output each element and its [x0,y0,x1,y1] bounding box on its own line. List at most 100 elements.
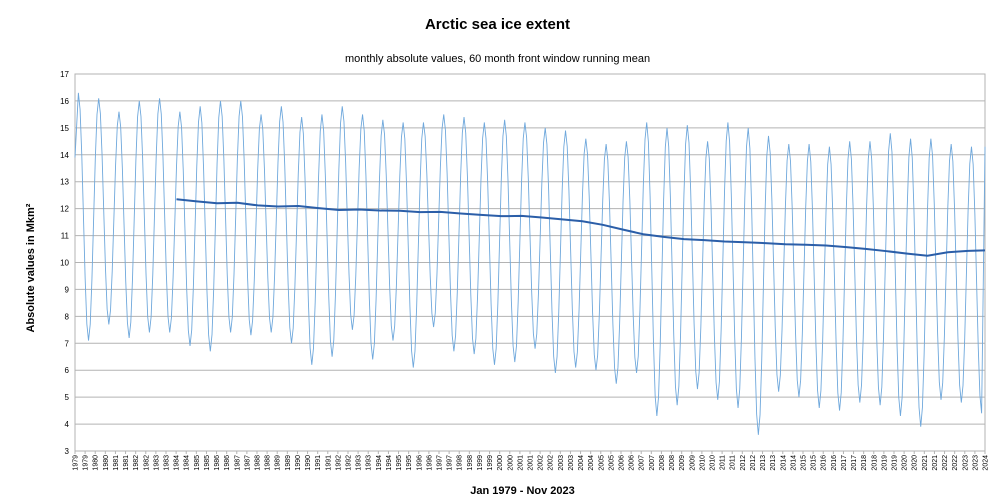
chart-title: Arctic sea ice extent [424,16,571,33]
x-tick-label: 2018 [871,455,878,471]
x-tick-label: 2017 [841,455,848,471]
x-tick-label: 2000 [497,455,504,471]
x-tick-label: 2001 [517,455,524,471]
x-tick-label: 1980 [103,455,110,471]
x-tick-label: 1984 [184,455,191,471]
x-tick-label: 2004 [588,455,595,471]
x-tick-label: 1996 [416,455,423,471]
x-tick-label: 2000 [507,455,514,471]
x-tick-label: 2005 [598,455,605,471]
series-monthly-line [74,92,986,435]
x-tick-label: 1991 [325,455,332,471]
x-tick-label: 2010 [699,455,706,471]
x-tick-label: 1997 [447,455,454,471]
x-axis-label: Jan 1979 - Nov 2023 [470,485,575,497]
x-tick-label: 2019 [881,455,888,471]
x-tick-label: 1986 [224,455,231,471]
y-tick-label: 9 [65,285,70,294]
x-tick-label: 1994 [376,455,383,471]
x-tick-label: 2006 [619,455,626,471]
x-tick-label: 2012 [750,455,757,471]
x-tick-label: 1995 [406,455,413,471]
x-tick-label: 2023 [962,455,969,471]
x-tick-label: 2011 [730,455,737,470]
x-tick-label: 2010 [710,455,717,471]
x-tick-label: 2017 [851,455,858,471]
x-tick-label: 2009 [689,455,696,471]
x-tick-label: 2013 [770,455,777,471]
x-tick-label: 2007 [639,455,646,471]
x-tick-label: 2007 [649,455,656,471]
y-tick-label: 6 [65,366,70,375]
chart-subtitle: monthly absolute values, 60 month front … [344,53,651,65]
x-tick-label: 1980 [93,455,100,471]
x-tick-label: 2008 [659,455,666,471]
x-tick-label: 2015 [811,455,818,471]
y-tick-label: 15 [60,124,69,133]
x-tick-label: 1982 [133,455,140,471]
x-tick-label: 1979 [73,455,80,471]
x-tick-label: 2022 [942,455,949,471]
y-tick-label: 17 [60,70,69,79]
x-tick-label: 2005 [608,455,615,471]
x-tick-label: 2022 [952,455,959,471]
x-tick-label: 2016 [821,455,828,471]
x-tick-label: 2024 [983,455,990,471]
x-tick-label: 1990 [295,455,302,471]
y-tick-label: 16 [60,97,69,106]
x-tick-label: 2001 [528,455,535,471]
x-tick-label: 1991 [315,455,322,471]
x-tick-label: 1998 [467,455,474,471]
x-tick-label: 2021 [922,455,929,471]
y-tick-label: 14 [60,151,69,160]
x-tick-label: 2016 [831,455,838,471]
y-tick-label: 5 [65,393,70,402]
x-tick-label: 1981 [123,455,130,471]
x-tick-label: 1988 [265,455,272,471]
x-tick-label: 2006 [629,455,636,471]
x-tick-label: 1985 [204,455,211,471]
x-tick-label: 1993 [366,455,373,471]
x-tick-label: 2014 [780,455,787,471]
x-tick-label: 2013 [760,455,767,471]
x-tick-label: 2002 [538,455,545,471]
x-tick-label: 2004 [578,455,585,471]
x-tick-label: 2018 [861,455,868,471]
x-tick-label: 2003 [568,455,575,471]
y-tick-label: 10 [60,259,69,268]
x-tick-label: 2012 [740,455,747,471]
x-tick-label: 1983 [164,455,171,471]
x-tick-label: 1997 [437,455,444,471]
x-tick-label: 1994 [386,455,393,471]
x-tick-label: 2020 [912,455,919,471]
x-tick-label: 2002 [548,455,555,471]
x-tick-label: 1981 [113,455,120,471]
y-tick-label: 11 [61,232,70,241]
x-tick-label: 1988 [255,455,262,471]
x-tick-label: 2019 [892,455,899,471]
x-tick-label: 2011 [720,455,727,470]
y-tick-label: 8 [65,312,70,321]
x-tick-label: 1995 [396,455,403,471]
x-tick-label: 1984 [174,455,181,471]
x-tick-label: 2023 [972,455,979,471]
y-tick-label: 13 [60,178,69,187]
x-tick-label: 1999 [477,455,484,471]
x-tick-label: 1999 [487,455,494,471]
x-tick-label: 1983 [153,455,160,471]
x-tick-label: 1987 [234,455,241,471]
y-tick-label: 4 [65,420,70,429]
x-tick-label: 2015 [801,455,808,471]
x-tick-label: 1989 [285,455,292,471]
x-tick-label: 1986 [214,455,221,471]
x-tick-label: 1985 [194,455,201,471]
x-tick-label: 2020 [902,455,909,471]
x-tick-label: 2021 [932,455,939,471]
x-tick-label: 1993 [356,455,363,471]
x-tick-label: 1996 [426,455,433,471]
x-tick-label: 1990 [305,455,312,471]
x-tick-label: 1998 [457,455,464,471]
y-tick-label: 12 [60,205,69,214]
series-running-mean-line [176,198,986,257]
x-tick-label: 1992 [335,455,342,471]
